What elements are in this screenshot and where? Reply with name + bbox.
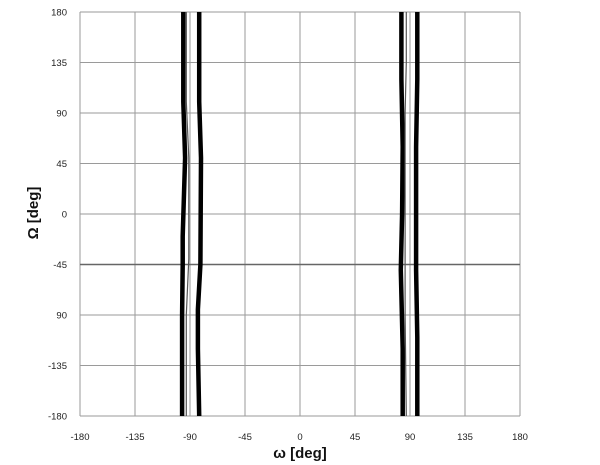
series-line-5 bbox=[404, 12, 407, 417]
x-tick-label: -90 bbox=[183, 432, 197, 443]
x-axis-label: ω [deg] bbox=[273, 445, 327, 462]
y-axis-label: Ω [deg] bbox=[25, 187, 42, 240]
series-line-4 bbox=[398, 12, 405, 416]
x-tick-label: 0 bbox=[297, 432, 302, 443]
series-group bbox=[179, 12, 420, 417]
series-line-1 bbox=[179, 12, 188, 416]
y-tick-label: 135 bbox=[51, 58, 67, 69]
series-line-3 bbox=[195, 12, 204, 417]
y-tick-label: 45 bbox=[56, 159, 67, 170]
x-tick-label: 180 bbox=[512, 432, 528, 443]
y-tick-label: -180 bbox=[48, 412, 67, 423]
series-line-2 bbox=[185, 12, 190, 416]
x-tick-label: 135 bbox=[457, 432, 473, 443]
x-tick-label: 90 bbox=[405, 432, 416, 443]
y-tick-label: 90 bbox=[56, 311, 67, 322]
x-tick-labels: -180 -135 -90 -45 0 45 90 135 180 bbox=[70, 432, 527, 443]
y-tick-label: 180 bbox=[51, 8, 67, 19]
x-tick-label: -135 bbox=[125, 432, 144, 443]
grid bbox=[79, 11, 521, 417]
y-tick-label: -135 bbox=[48, 361, 67, 372]
y-tick-labels: 180 135 90 45 0 -45 90 -135 -180 bbox=[48, 8, 67, 423]
x-tick-label: -45 bbox=[238, 432, 252, 443]
y-tick-label: 0 bbox=[62, 210, 67, 221]
y-tick-label: -45 bbox=[53, 260, 67, 271]
y-tick-label: 90 bbox=[56, 109, 67, 120]
x-tick-label: -180 bbox=[70, 432, 89, 443]
series-line-6 bbox=[413, 12, 420, 416]
x-tick-label: 45 bbox=[350, 432, 361, 443]
